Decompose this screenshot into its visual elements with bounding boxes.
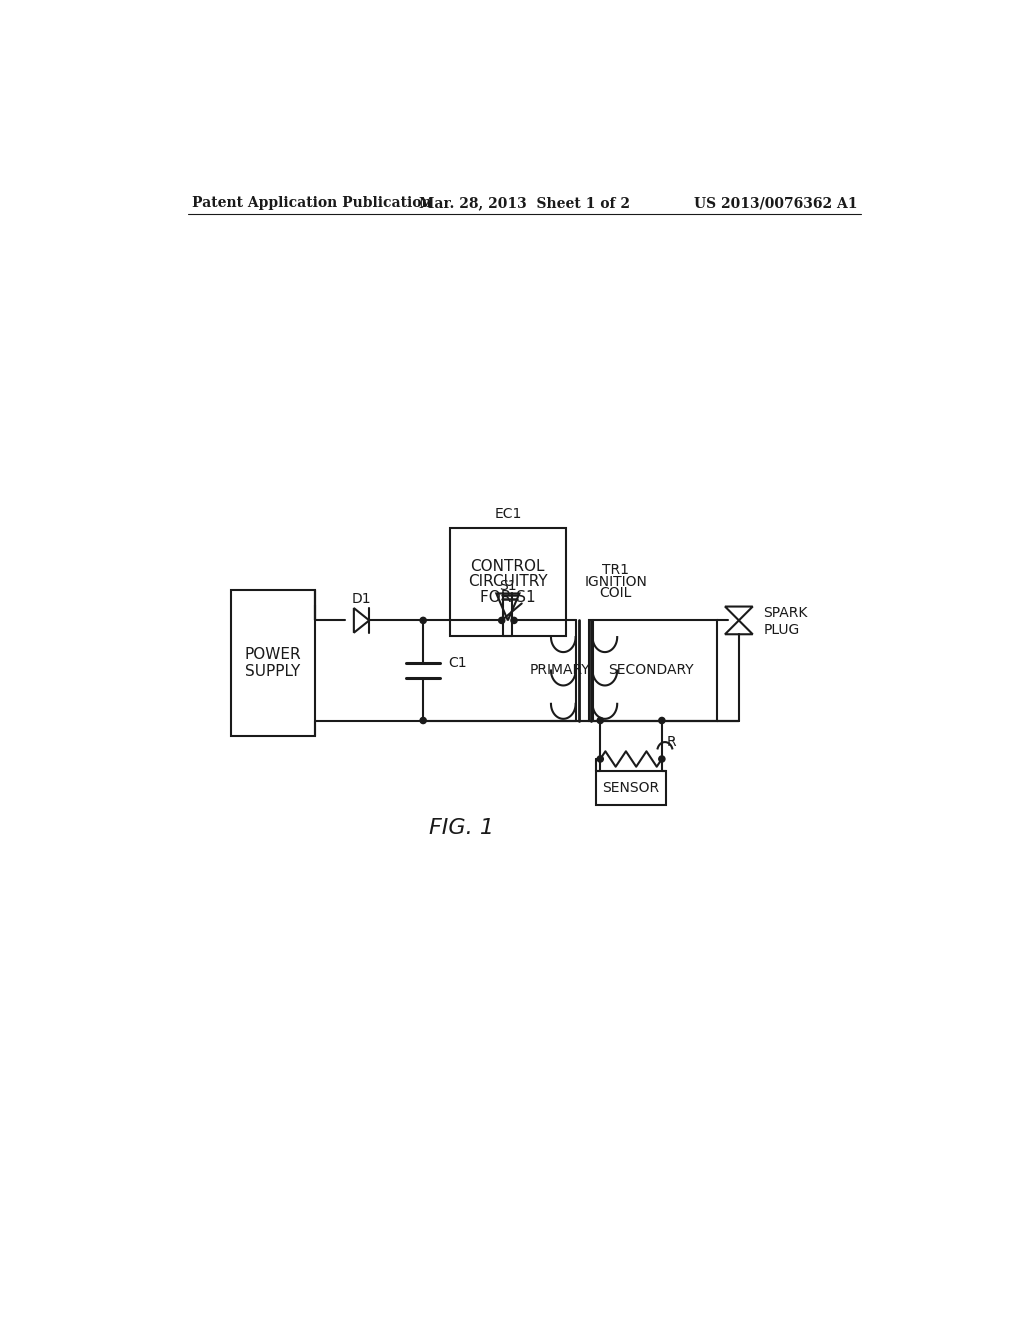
Text: CONTROL: CONTROL	[471, 558, 545, 574]
Text: COIL: COIL	[599, 586, 632, 601]
Circle shape	[499, 618, 505, 623]
Text: Patent Application Publication: Patent Application Publication	[193, 197, 432, 210]
Circle shape	[658, 718, 665, 723]
Bar	[451, 528, 565, 636]
Text: POWER
SUPPLY: POWER SUPPLY	[245, 647, 301, 678]
Bar	[596, 771, 666, 805]
Polygon shape	[725, 620, 753, 635]
Text: US 2013/0076362 A1: US 2013/0076362 A1	[694, 197, 857, 210]
Text: Mar. 28, 2013  Sheet 1 of 2: Mar. 28, 2013 Sheet 1 of 2	[419, 197, 631, 210]
Circle shape	[658, 756, 665, 762]
Text: FOR S1: FOR S1	[480, 590, 536, 605]
Bar	[590, 620, 717, 721]
Text: SPARK: SPARK	[764, 606, 808, 619]
Bar	[230, 590, 315, 737]
Circle shape	[511, 618, 517, 623]
Circle shape	[420, 618, 426, 623]
Text: SECONDARY: SECONDARY	[608, 664, 694, 677]
Text: S1: S1	[499, 578, 517, 593]
Text: PRIMARY: PRIMARY	[529, 664, 590, 677]
Text: D1: D1	[352, 591, 372, 606]
Text: PLUG: PLUG	[764, 623, 800, 636]
Text: CIRCUITRY: CIRCUITRY	[468, 574, 548, 590]
Text: R: R	[667, 735, 676, 748]
Polygon shape	[354, 609, 370, 632]
Text: FIG. 1: FIG. 1	[429, 818, 495, 838]
Circle shape	[597, 718, 603, 723]
Polygon shape	[725, 607, 753, 620]
Text: C1: C1	[447, 656, 466, 669]
Text: TR1: TR1	[602, 564, 629, 577]
Text: EC1: EC1	[495, 507, 521, 521]
Polygon shape	[497, 594, 519, 620]
Text: IGNITION: IGNITION	[585, 576, 647, 589]
Text: SENSOR: SENSOR	[602, 781, 659, 795]
Circle shape	[597, 756, 603, 762]
Circle shape	[420, 718, 426, 723]
